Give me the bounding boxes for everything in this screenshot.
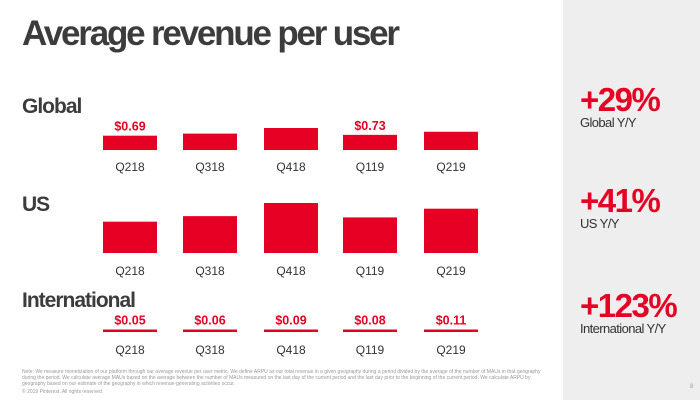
- international-value-label-q418: $0.09: [275, 314, 306, 328]
- international-tick-label-q418: Q418: [276, 343, 306, 357]
- us-bar-q119: [343, 217, 397, 253]
- metric-us: +41% US Y/Y: [580, 182, 661, 231]
- us-tick-label-q219: Q219: [436, 264, 466, 278]
- page-number: 8: [690, 384, 694, 390]
- us-value-label-q218: $1.98: [114, 223, 145, 237]
- global-tick-label-q418: Q418: [276, 160, 306, 174]
- us-bar-q318: [183, 216, 237, 253]
- section-label-global: Global: [22, 95, 82, 118]
- metric-international-value: +123%: [580, 287, 678, 324]
- metric-us-value: +41%: [580, 182, 661, 219]
- international-tick-label-q318: Q318: [195, 343, 225, 357]
- chart-international: $0.05 Q218 $0.06 Q318 $0.09 Q418 $0.08 Q119 $0.1…: [103, 314, 478, 357]
- chart-us: $1.98 Q218 $2.33 Q318 $3.16 Q418 $2.25 Q119 $2.8…: [103, 203, 478, 278]
- us-bar-q418: [264, 203, 318, 253]
- metric-global-label: Global Y/Y: [580, 115, 637, 130]
- us-value-label-q119: $2.25: [354, 218, 385, 232]
- global-tick-label-q318: Q318: [195, 160, 225, 174]
- international-tick-label-q219: Q219: [436, 343, 466, 357]
- copyright: © 2019 Pinterest. All rights reserved.: [22, 389, 104, 395]
- metric-international-label: International Y/Y: [580, 321, 666, 336]
- us-tick-label-q119: Q119: [356, 264, 385, 278]
- global-bar-q418: [264, 128, 318, 150]
- global-bar-q218: [103, 135, 157, 150]
- metric-us-label: US Y/Y: [580, 216, 619, 231]
- international-bar-q218: [103, 329, 157, 332]
- global-bar-q119: [343, 134, 397, 150]
- us-value-label-q318: $2.33: [194, 217, 225, 231]
- section-label-us: US: [22, 193, 50, 216]
- us-tick-label-q218: Q218: [115, 264, 145, 278]
- global-tick-label-q219: Q219: [436, 160, 466, 174]
- global-value-label-q219: $0.88: [435, 133, 466, 147]
- global-value-label-q119: $0.73: [354, 119, 385, 133]
- global-tick-label-q218: Q218: [115, 160, 145, 174]
- international-bar-q418: [264, 329, 318, 332]
- metric-global: +29% Global Y/Y: [580, 81, 661, 130]
- international-value-label-q219: $0.11: [436, 314, 467, 328]
- global-value-label-q418: $1.06: [275, 129, 306, 143]
- us-value-label-q418: $3.16: [275, 204, 306, 218]
- global-bar-q219: [424, 131, 478, 150]
- global-value-label-q318: $0.79: [194, 135, 225, 149]
- global-value-label-q218: $0.69: [114, 120, 145, 134]
- us-bar-q219: [424, 208, 478, 253]
- side-panel: [563, 0, 700, 400]
- international-bar-q219: [424, 329, 478, 332]
- international-bar-q119: [343, 329, 397, 332]
- international-tick-label-q218: Q218: [115, 343, 145, 357]
- slide-main: Average revenue per user Global $0.69 Q21…: [22, 14, 541, 395]
- slide-title: Average revenue per user: [22, 14, 400, 53]
- us-tick-label-q418: Q418: [276, 264, 306, 278]
- chart-global: $0.69 Q218 $0.79 Q318 $1.06 Q418 $0.73 Q119 $0.8…: [103, 119, 478, 174]
- international-value-label-q218: $0.05: [114, 314, 145, 328]
- footnote: Note: We measure monetization of our pla…: [22, 369, 541, 387]
- section-label-international: International: [22, 289, 136, 312]
- international-value-label-q119: $0.08: [354, 314, 385, 328]
- metric-global-value: +29%: [580, 81, 661, 118]
- us-value-label-q219: $2.80: [435, 210, 466, 224]
- us-tick-label-q318: Q318: [195, 264, 225, 278]
- metric-international: +123% International Y/Y: [580, 287, 678, 336]
- global-tick-label-q119: Q119: [356, 160, 385, 174]
- international-bar-q318: [183, 329, 237, 332]
- global-bar-q318: [183, 133, 237, 150]
- international-value-label-q318: $0.06: [194, 314, 225, 328]
- international-tick-label-q119: Q119: [356, 343, 385, 357]
- us-bar-q218: [103, 221, 157, 253]
